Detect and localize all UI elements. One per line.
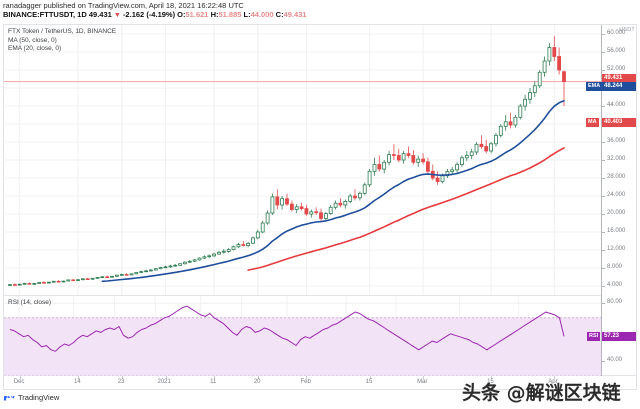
- time-tick-mark: [257, 376, 259, 379]
- ma-value-badge: 40.403: [602, 117, 636, 127]
- chinese-watermark: 头条 @解谜区块链: [462, 378, 621, 405]
- chart-frame: FTX Token / TetherUS, 1D, BINANCE MA (50…: [3, 24, 637, 376]
- change-percent: (-4.19%): [146, 10, 176, 19]
- tradingview-footer: TradingView: [4, 393, 59, 402]
- time-axis[interactable]: Dec 14 23 2021 11 20 Feb 15 Mar 15 Apr: [3, 376, 637, 390]
- time-tick-label: 15: [487, 379, 494, 385]
- time-tick-mark: [369, 376, 371, 379]
- low-label: L:: [243, 10, 251, 19]
- high-value: 51.885: [218, 10, 242, 19]
- close-value: 49.431: [283, 10, 307, 19]
- time-tick-mark: [214, 376, 216, 379]
- attribution-line: ranadagger published on TradingView.com,…: [3, 1, 244, 10]
- chart-header: ranadagger published on TradingView.com,…: [3, 1, 623, 21]
- ma-tag-label: MA: [586, 117, 599, 127]
- time-tick-label: 14: [74, 379, 81, 385]
- tradingview-brand: TradingView: [18, 393, 60, 402]
- time-tick-mark: [491, 376, 493, 379]
- last-price: 49.431: [88, 10, 112, 19]
- price-axis[interactable]: USDT 60.00056.00052.00048.00044.00040.00…: [586, 27, 636, 288]
- down-arrow-icon: ▼: [113, 12, 121, 19]
- legend-ema[interactable]: EMA (20, close, 0): [8, 45, 62, 52]
- tradingview-logo-icon: [4, 395, 15, 400]
- price-unit-label: USDT: [619, 27, 635, 33]
- legend-ma[interactable]: MA (50, close, 0): [8, 36, 57, 44]
- time-tick-mark: [306, 376, 308, 379]
- time-tick-label: Dec: [13, 379, 25, 385]
- price-pane[interactable]: FTX Token / TetherUS, 1D, BINANCE MA (50…: [4, 25, 601, 295]
- pane-divider: [4, 295, 601, 296]
- axis-divider: [601, 25, 602, 376]
- open-label: O:: [177, 10, 186, 19]
- time-tick-mark: [19, 376, 21, 379]
- time-tick-label: 2021: [157, 379, 171, 385]
- watermark-text: 头条 @解谜区块链: [462, 382, 621, 404]
- rsi-svg: [4, 296, 601, 376]
- ema-value-badge: 48.244: [602, 82, 636, 92]
- high-label: H:: [210, 10, 219, 19]
- time-tick-label: 15: [365, 379, 373, 385]
- ema-tag-label: EMA: [586, 82, 603, 92]
- time-tick-mark: [78, 376, 79, 379]
- change-absolute: -2.162: [122, 10, 145, 19]
- low-value: 44.000: [250, 10, 274, 19]
- legend-title: FTX Token / TetherUS, 1D, BINANCE: [8, 28, 117, 35]
- time-tick-label: 11: [210, 379, 217, 385]
- candlestick-svg: [4, 25, 601, 295]
- rsi-tag-label: RSI: [587, 331, 601, 341]
- time-tick-mark: [554, 376, 556, 379]
- time-tick-label: 20: [253, 379, 261, 385]
- rsi-pane[interactable]: RSI (14, close): [4, 296, 601, 376]
- time-tick-label: 23: [117, 379, 125, 385]
- open-value: 51.621: [185, 10, 209, 19]
- interval-label[interactable]: 1D: [77, 10, 87, 19]
- rsi-axis[interactable]: 80.00 40.00 57.23 RSI: [587, 296, 637, 376]
- time-tick-label: Feb: [300, 379, 311, 385]
- time-tick-mark: [423, 376, 425, 379]
- time-tick-mark: [121, 376, 123, 379]
- time-tick-label: Apr: [548, 379, 558, 385]
- legend-rsi[interactable]: RSI (14, close): [8, 299, 51, 306]
- price-legend: FTX Token / TetherUS, 1D, BINANCE MA (50…: [8, 28, 116, 54]
- time-tick-label: Mar: [417, 379, 428, 385]
- time-tick-mark: [165, 376, 167, 379]
- symbol-ticker[interactable]: BINANCE:FTTUSDT,: [3, 10, 76, 19]
- symbol-quote-line: BINANCE:FTTUSDT, 1D 49.431 ▼ -2.162 (-4.…: [3, 10, 623, 21]
- rsi-value-badge: 57.23: [602, 331, 636, 341]
- close-label: C:: [275, 10, 284, 19]
